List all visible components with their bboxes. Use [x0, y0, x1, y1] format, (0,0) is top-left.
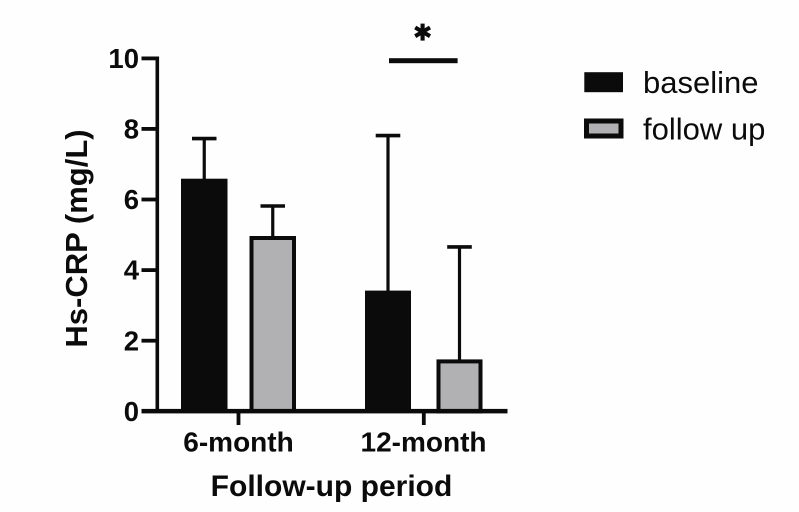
svg-text:12-month: 12-month: [361, 427, 487, 458]
svg-text:follow up: follow up: [643, 112, 765, 147]
svg-text:10: 10: [108, 43, 139, 74]
svg-text:8: 8: [124, 114, 139, 145]
svg-text:6: 6: [124, 184, 139, 215]
svg-text:0: 0: [124, 396, 139, 427]
svg-text:2: 2: [124, 325, 139, 356]
svg-text:Hs-CRP (mg/L): Hs-CRP (mg/L): [59, 129, 94, 347]
svg-text:6-month: 6-month: [183, 427, 293, 458]
svg-text:4: 4: [124, 255, 140, 286]
svg-text:Follow-up period: Follow-up period: [211, 470, 453, 503]
svg-text:baseline: baseline: [643, 65, 758, 100]
